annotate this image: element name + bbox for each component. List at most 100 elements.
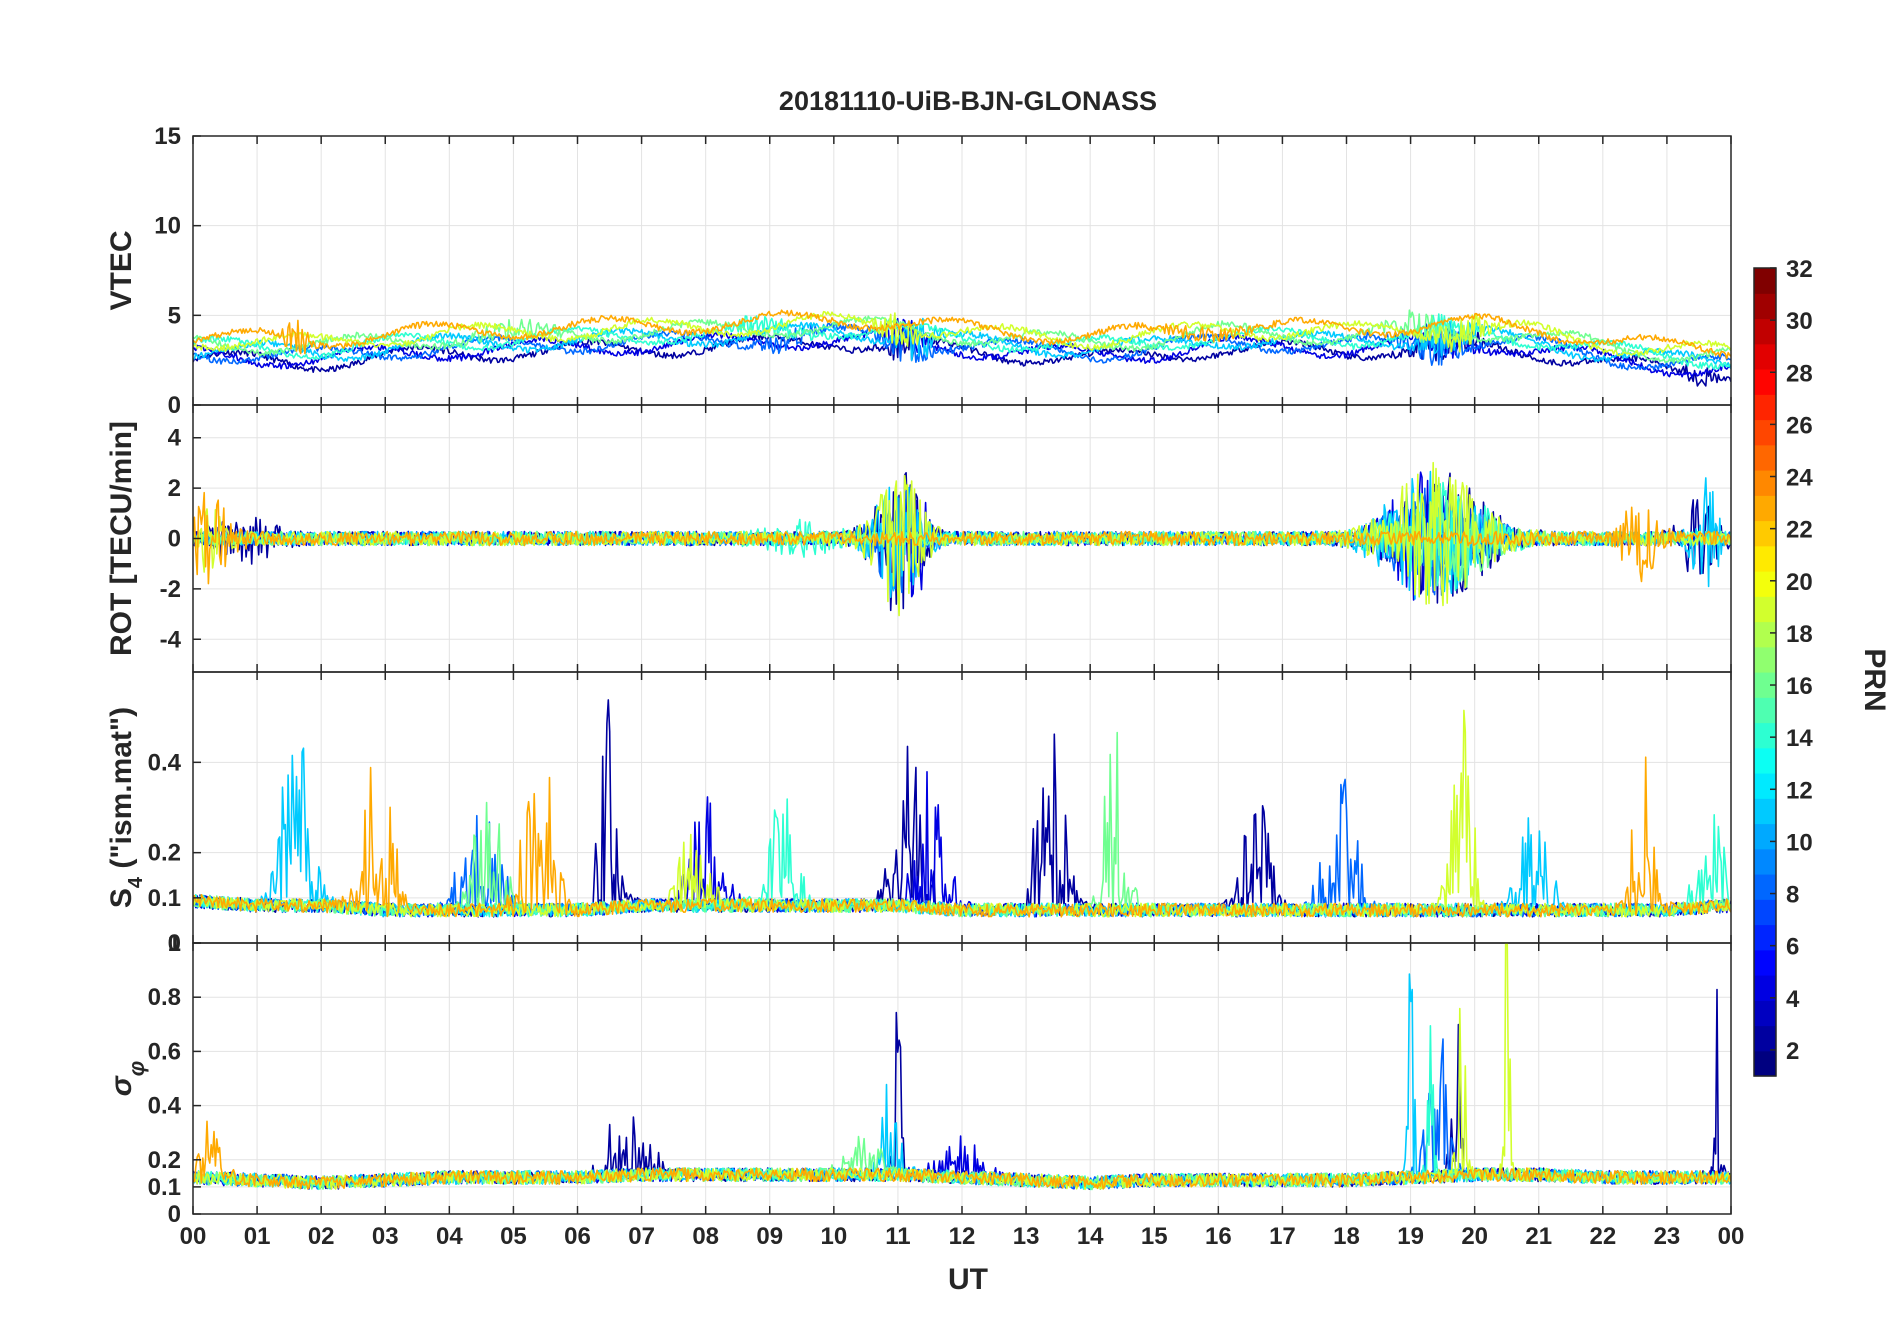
colorbar-segment bbox=[1754, 646, 1776, 673]
x-tick-label: 13 bbox=[1013, 1223, 1040, 1250]
colorbar-segment bbox=[1754, 874, 1776, 900]
colorbar-segment bbox=[1754, 268, 1776, 294]
y-tick-label: 15 bbox=[154, 123, 181, 150]
x-tick-label: 00 bbox=[1718, 1223, 1745, 1250]
x-tick-label: 00 bbox=[180, 1223, 207, 1250]
x-tick-label: 02 bbox=[308, 1223, 335, 1250]
x-tick-label: 20 bbox=[1461, 1223, 1488, 1250]
colorbar-segment bbox=[1754, 495, 1776, 522]
series-prn-23 bbox=[193, 309, 1731, 360]
y-tick-label: 5 bbox=[168, 302, 181, 329]
x-tick-label: 22 bbox=[1589, 1223, 1616, 1250]
x-tick-label: 23 bbox=[1654, 1223, 1681, 1250]
series-prn-23 bbox=[193, 491, 1731, 585]
colorbar-segment bbox=[1754, 318, 1776, 345]
colorbar-tick-label: 30 bbox=[1786, 308, 1813, 335]
panel-rot: -4 -2 0 2 4 ROT [TECU/min] bbox=[105, 404, 1732, 673]
y-axis-label: S4 ("ism.mat") bbox=[105, 707, 147, 908]
colorbar-tick-label: 16 bbox=[1786, 673, 1813, 700]
y-tick-label: 0.1 bbox=[148, 1174, 181, 1201]
y-tick-label: 0.4 bbox=[148, 749, 182, 776]
colorbar-segment bbox=[1754, 1050, 1776, 1077]
x-tick-label: 14 bbox=[1077, 1223, 1104, 1250]
chart-title: 20181110-UiB-BJN-GLONASS bbox=[779, 86, 1157, 116]
y-tick-label: 1 bbox=[168, 930, 181, 957]
colorbar-segment bbox=[1754, 520, 1776, 547]
colorbar-tick-label: 32 bbox=[1786, 256, 1813, 283]
colorbar-segment bbox=[1754, 596, 1776, 623]
series-prn-4 bbox=[193, 317, 1731, 378]
series-prn-16 bbox=[193, 309, 1731, 364]
x-tick-label: 16 bbox=[1205, 1223, 1232, 1250]
y-tick-label: 0 bbox=[168, 1201, 181, 1228]
y-tick-label: 4 bbox=[168, 425, 182, 452]
series-prn-8 bbox=[193, 322, 1731, 371]
x-tick-label: 18 bbox=[1333, 1223, 1360, 1250]
x-tick-label: 10 bbox=[820, 1223, 847, 1250]
series-group bbox=[193, 309, 1731, 387]
y-tick-label: 0 bbox=[168, 392, 181, 419]
colorbar-segment bbox=[1754, 975, 1776, 1001]
x-tick-label: 06 bbox=[564, 1223, 591, 1250]
colorbar-tick-label: 10 bbox=[1786, 829, 1813, 856]
x-tick-label: 07 bbox=[628, 1223, 655, 1250]
colorbar-frame bbox=[1753, 267, 1777, 1077]
panel-s4: 0 0.1 0.2 0.4S4 ("ism.mat") bbox=[105, 671, 1732, 957]
colorbar-segment bbox=[1754, 394, 1776, 421]
x-tick-label: 15 bbox=[1141, 1223, 1168, 1250]
y-tick-label: 0.6 bbox=[148, 1038, 181, 1065]
colorbar-segment bbox=[1754, 798, 1776, 825]
series-prn-19 bbox=[193, 310, 1731, 357]
colorbar-segment bbox=[1754, 1025, 1776, 1052]
y-tick-label: -4 bbox=[160, 626, 182, 653]
y-tick-label: 0.4 bbox=[148, 1093, 182, 1120]
colorbar-tick-label: 22 bbox=[1786, 517, 1813, 544]
colorbar-segment bbox=[1754, 773, 1776, 799]
colorbar-tick-label: 26 bbox=[1786, 412, 1813, 439]
x-tick-label: 09 bbox=[756, 1223, 783, 1250]
x-tick-label: 21 bbox=[1525, 1223, 1552, 1250]
x-tick-label: 04 bbox=[436, 1223, 463, 1250]
colorbar-segment bbox=[1754, 697, 1776, 724]
colorbar-tick-label: 2 bbox=[1786, 1038, 1799, 1065]
colorbar-segment bbox=[1754, 823, 1776, 850]
colorbar-tick-label: 14 bbox=[1786, 725, 1813, 752]
y-tick-label: 0.2 bbox=[148, 840, 181, 867]
colorbar-tick-label: 24 bbox=[1786, 465, 1813, 492]
colorbar-tick-label: 28 bbox=[1786, 360, 1813, 387]
y-tick-label: 0 bbox=[168, 526, 181, 553]
colorbar-segment bbox=[1754, 848, 1776, 875]
y-tick-label: 0.2 bbox=[148, 1147, 181, 1174]
series-group bbox=[193, 943, 1731, 1191]
colorbar-segment bbox=[1754, 369, 1776, 395]
colorbar-segment bbox=[1754, 545, 1776, 572]
colorbar-segment bbox=[1754, 293, 1776, 320]
y-tick-label: 2 bbox=[168, 475, 181, 502]
y-axis-label: VTEC bbox=[105, 230, 138, 310]
colorbar-segment bbox=[1754, 1000, 1776, 1027]
colorbar-segment bbox=[1754, 672, 1776, 698]
x-axis-label: UT bbox=[948, 1263, 988, 1296]
y-tick-label: 0.8 bbox=[148, 984, 181, 1011]
colorbar-tick-label: 6 bbox=[1786, 934, 1799, 961]
colorbar-tick-label: 4 bbox=[1786, 986, 1800, 1013]
y-tick-label: 10 bbox=[154, 213, 181, 240]
colorbar-segment bbox=[1754, 571, 1776, 597]
y-axis-label: σφ bbox=[105, 1061, 149, 1096]
colorbar-segment bbox=[1754, 949, 1776, 976]
colorbar-segment bbox=[1754, 747, 1776, 774]
x-tick-label: 01 bbox=[244, 1223, 271, 1250]
colorbar-segment bbox=[1754, 899, 1776, 926]
colorbar-segment bbox=[1754, 621, 1776, 648]
series-prn-23 bbox=[193, 1120, 1731, 1190]
x-tick-label: 05 bbox=[500, 1223, 527, 1250]
colorbar-segment bbox=[1754, 722, 1776, 749]
x-tick-label: 11 bbox=[885, 1223, 910, 1250]
panel-vtec: 0 5 10 15 VTEC bbox=[105, 123, 1732, 419]
colorbar-segment bbox=[1754, 444, 1776, 471]
y-tick-label: 0 bbox=[168, 930, 181, 957]
x-tick-label: 12 bbox=[949, 1223, 976, 1250]
